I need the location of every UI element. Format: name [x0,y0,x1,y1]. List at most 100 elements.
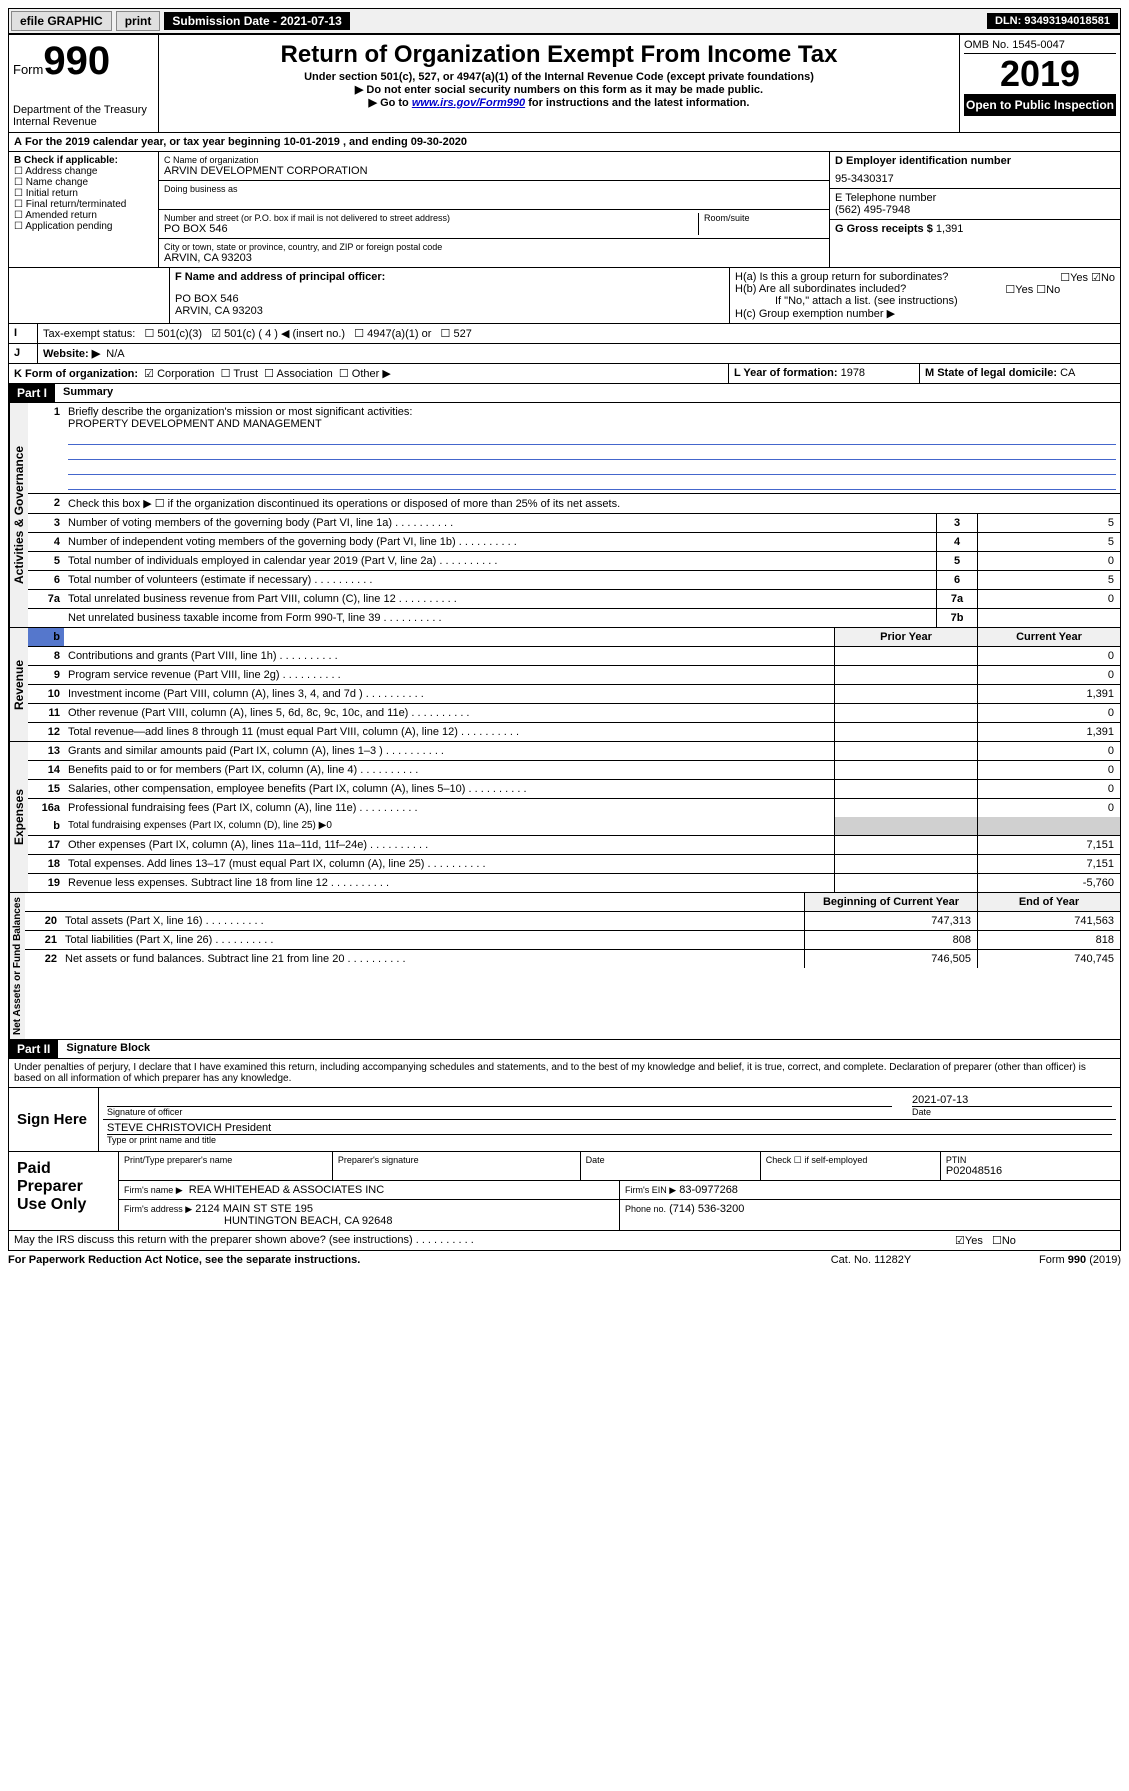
addr-label: Number and street (or P.O. box if mail i… [164,213,693,223]
telephone: (562) 495-7948 [835,204,1115,216]
officer-addr1: PO BOX 546 [175,293,724,305]
part1-title-text: Summary [55,384,121,402]
j-row: J Website: ▶ N/A [8,344,1121,364]
part1-title: Part I Summary [8,384,1121,403]
phone-value: (714) 536-3200 [669,1203,744,1215]
check-application-pending[interactable]: Application pending [14,221,153,232]
sig-date: 2021-07-13 [912,1094,1112,1106]
tax-exempt-label: Tax-exempt status: [43,328,135,340]
cat-no: Cat. No. 11282Y [781,1254,961,1266]
l-label: L Year of formation: [734,367,838,379]
section-activities: Activities & Governance 1 Briefly descri… [8,403,1121,628]
firm-ein: 83-0977268 [679,1184,738,1196]
irs: Internal Revenue [13,116,154,128]
501c3[interactable]: 501(c)(3) [157,328,202,340]
c-name-label: C Name of organization [164,155,824,165]
col-prior: Prior Year [834,628,977,646]
m-label: M State of legal domicile: [925,367,1057,379]
instructions-link[interactable]: www.irs.gov/Form990 [412,97,525,109]
ha-no[interactable]: No [1101,272,1115,284]
p-sig-label: Preparer's signature [338,1155,575,1165]
hc-label: H(c) Group exemption number ▶ [735,307,1115,320]
gross-receipts: 1,391 [936,223,964,235]
discuss-row: May the IRS discuss this return with the… [8,1231,1121,1251]
firm-addr1: 2124 MAIN ST STE 195 [195,1203,313,1215]
ha-yes[interactable]: Yes [1070,272,1088,284]
sub3-pre: ▶ Go to [369,97,412,109]
room-label: Room/suite [704,213,824,223]
right-info: D Employer identification number 95-3430… [830,152,1120,267]
form-label: Form [13,62,43,77]
k-row: K Form of organization: ☑ Corporation ☐ … [8,364,1121,384]
section-netassets: Net Assets or Fund Balances Beginning of… [8,893,1121,1040]
col-begin: Beginning of Current Year [804,893,977,911]
org-info: C Name of organization ARVIN DEVELOPMENT… [159,152,830,267]
f-label: F Name and address of principal officer: [175,271,724,283]
hb-no[interactable]: No [1046,284,1060,296]
check-initial-return[interactable]: Initial return [14,188,153,199]
ha-label: H(a) Is this a group return for subordin… [735,271,948,283]
check-final-return[interactable]: Final return/terminated [14,199,153,210]
k-other[interactable]: Other ▶ [352,368,391,380]
paid-preparer-label: Paid Preparer Use Only [9,1152,119,1230]
discuss-no[interactable]: No [1002,1235,1016,1247]
dln: DLN: 93493194018581 [987,13,1118,29]
efile-button[interactable]: efile GRAPHIC [11,11,112,31]
sub3-post: for instructions and the latest informat… [525,97,749,109]
check-address-change[interactable]: Address change [14,166,153,177]
hb-note: If "No," attach a list. (see instruction… [735,295,1115,307]
section-expenses: Expenses 13 Grants and similar amounts p… [8,742,1121,893]
tax-year: 2019 [964,56,1116,92]
line-a: A For the 2019 calendar year, or tax yea… [8,133,1121,152]
k-assoc[interactable]: Association [277,368,333,380]
city-label: City or town, state or province, country… [164,242,824,252]
date-label: Date [912,1107,1112,1117]
state-domicile: CA [1060,367,1075,379]
p-name-label: Print/Type preparer's name [124,1155,327,1165]
mission-text: PROPERTY DEVELOPMENT AND MANAGEMENT [68,418,322,430]
col-end: End of Year [977,893,1120,911]
discuss-yes[interactable]: Yes [965,1235,983,1247]
part2-title-text: Signature Block [58,1040,158,1058]
k-trust[interactable]: Trust [233,368,258,380]
check-name-change[interactable]: Name change [14,177,153,188]
pra-notice: For Paperwork Reduction Act Notice, see … [8,1254,781,1266]
b-label: B Check if applicable: [14,155,153,166]
p-date-label: Date [586,1155,755,1165]
org-address: PO BOX 546 [164,223,693,235]
527[interactable]: 527 [453,328,471,340]
paid-preparer-block: Paid Preparer Use Only Print/Type prepar… [8,1152,1121,1231]
subtitle-3: ▶ Go to www.irs.gov/Form990 for instruct… [163,96,955,109]
org-name: ARVIN DEVELOPMENT CORPORATION [164,165,824,177]
hb-yes[interactable]: Yes [1015,284,1033,296]
form-number-cell: Form990 Department of the Treasury Inter… [9,35,159,132]
part2-title: Part II Signature Block [8,1040,1121,1059]
4947a1[interactable]: 4947(a)(1) or [367,328,431,340]
i-row: I Tax-exempt status: ☐ 501(c)(3) ☑ 501(c… [8,324,1121,344]
k-corp[interactable]: Corporation [157,368,214,380]
p-self[interactable]: Check ☐ if self-employed [766,1155,935,1166]
check-column: B Check if applicable: Address change Na… [9,152,159,267]
phone-label: Phone no. [625,1204,666,1214]
subtitle-1: Under section 501(c), 527, or 4947(a)(1)… [163,71,955,83]
sign-here-label: Sign Here [9,1088,99,1151]
form-990: 990 [43,39,110,83]
website-value: N/A [106,348,124,360]
vert-netassets: Net Assets or Fund Balances [9,893,25,1039]
sig-officer-label: Signature of officer [107,1107,892,1117]
ptin-label: PTIN [946,1155,1115,1165]
firm-addr2: HUNTINGTON BEACH, CA 92648 [124,1215,393,1227]
firm-ein-label: Firm's EIN ▶ [625,1185,676,1195]
print-button[interactable]: print [116,11,161,31]
perjury-declaration: Under penalties of perjury, I declare th… [8,1059,1121,1088]
d-label: D Employer identification number [835,155,1115,167]
501c[interactable]: 501(c) ( 4 ) ◀ (insert no.) [224,328,345,340]
org-city: ARVIN, CA 93203 [164,252,824,264]
officer-addr2: ARVIN, CA 93203 [175,305,724,317]
officer-name: STEVE CHRISTOVICH President [107,1122,1112,1134]
top-bar: efile GRAPHIC print Submission Date - 20… [8,8,1121,34]
vert-revenue: Revenue [9,628,28,741]
check-amended[interactable]: Amended return [14,210,153,221]
l2-text: Check this box ▶ ☐ if the organization d… [64,494,1120,513]
f-h-block: F Name and address of principal officer:… [8,268,1121,324]
